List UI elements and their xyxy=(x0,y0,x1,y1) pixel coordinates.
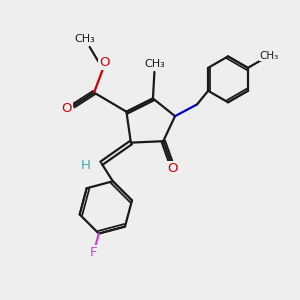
Text: O: O xyxy=(62,102,72,115)
Text: H: H xyxy=(81,159,91,172)
Text: O: O xyxy=(99,56,110,69)
Text: O: O xyxy=(167,162,177,175)
Text: CH₃: CH₃ xyxy=(260,51,279,61)
Text: CH₃: CH₃ xyxy=(75,34,96,44)
Text: CH₃: CH₃ xyxy=(144,59,165,69)
Text: F: F xyxy=(90,246,98,260)
